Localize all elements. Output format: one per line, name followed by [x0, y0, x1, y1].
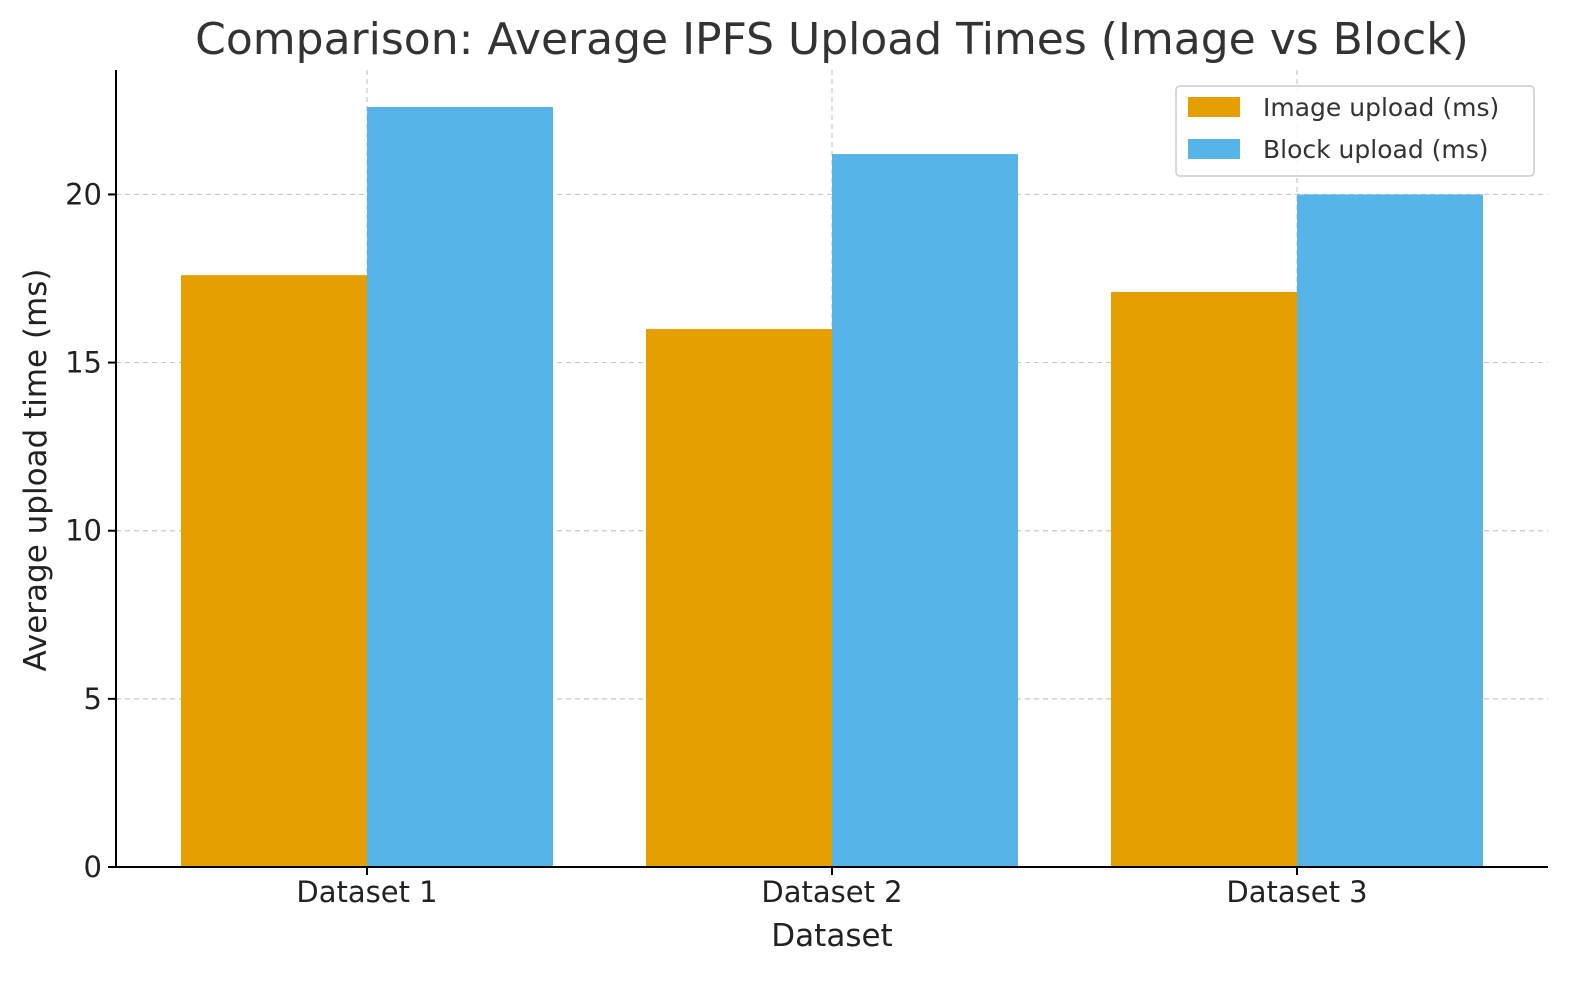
bar-block-upload-ms-dataset-3	[1297, 194, 1483, 868]
x-tick-label-dataset-1: Dataset 1	[296, 875, 437, 909]
legend-swatch-block-upload	[1188, 139, 1240, 159]
y-tick-label-5: 5	[84, 682, 102, 716]
y-axis-label: Average upload time (ms)	[18, 268, 54, 671]
y-tick-label-0: 0	[84, 850, 102, 884]
legend: Image upload (ms) Block upload (ms)	[1175, 85, 1535, 177]
y-tick-label-20: 20	[65, 177, 102, 211]
bar-block-upload-ms-dataset-1	[367, 106, 553, 867]
x-tick-label-dataset-3: Dataset 3	[1226, 875, 1367, 909]
ticks-layer: 0 5 10 15 20 Dataset 1 Dataset 2 Dataset 3	[65, 177, 1368, 909]
bar-block-upload-ms-dataset-2	[832, 154, 1018, 868]
legend-label-image-upload: Image upload (ms)	[1263, 93, 1499, 122]
y-tick-label-15: 15	[65, 346, 102, 380]
bar-image-upload-ms-dataset-3	[1111, 291, 1297, 868]
bar-image-upload-ms-dataset-1	[181, 275, 367, 867]
y-tick-label-10: 10	[65, 514, 102, 548]
bar-image-upload-ms-dataset-2	[646, 328, 832, 867]
legend-label-block-upload: Block upload (ms)	[1263, 135, 1489, 164]
bars-layer	[181, 106, 1483, 868]
chart-title: Comparison: Average IPFS Upload Times (I…	[195, 14, 1469, 65]
x-tick-label-dataset-2: Dataset 2	[761, 875, 902, 909]
legend-box	[1175, 85, 1535, 177]
legend-swatch-image-upload	[1188, 97, 1240, 117]
x-axis-label: Dataset	[771, 918, 892, 954]
